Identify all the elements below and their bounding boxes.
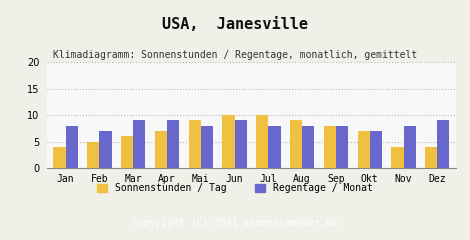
Bar (87, 142, 99, 168)
Text: Copyright (C) 2011 sonnenlaender.de: Copyright (C) 2011 sonnenlaender.de (132, 218, 338, 228)
Bar (392, 147, 404, 168)
Text: USA,  Janesville: USA, Janesville (162, 17, 308, 32)
Text: Klimadiagramm: Sonnenstunden / Regentage, monatlich, gemittelt: Klimadiagramm: Sonnenstunden / Regentage… (53, 50, 417, 60)
Bar (268, 126, 281, 168)
Bar (99, 131, 111, 168)
Legend: Sonnenstunden / Tag, Regentage / Monat: Sonnenstunden / Tag, Regentage / Monat (93, 180, 377, 197)
Bar (54, 147, 66, 168)
Bar (358, 131, 370, 168)
Bar (121, 136, 133, 168)
Bar (188, 120, 201, 168)
Bar (425, 147, 437, 168)
Bar (201, 126, 213, 168)
Bar (404, 126, 415, 168)
Bar (336, 126, 348, 168)
Bar (133, 120, 145, 168)
Bar (66, 126, 78, 168)
Bar (256, 115, 268, 168)
Bar (167, 120, 179, 168)
Bar (370, 131, 382, 168)
Bar (437, 120, 449, 168)
Bar (324, 126, 336, 168)
Bar (222, 115, 235, 168)
Bar (302, 126, 314, 168)
Bar (235, 120, 247, 168)
Bar (155, 131, 167, 168)
Bar (290, 120, 302, 168)
